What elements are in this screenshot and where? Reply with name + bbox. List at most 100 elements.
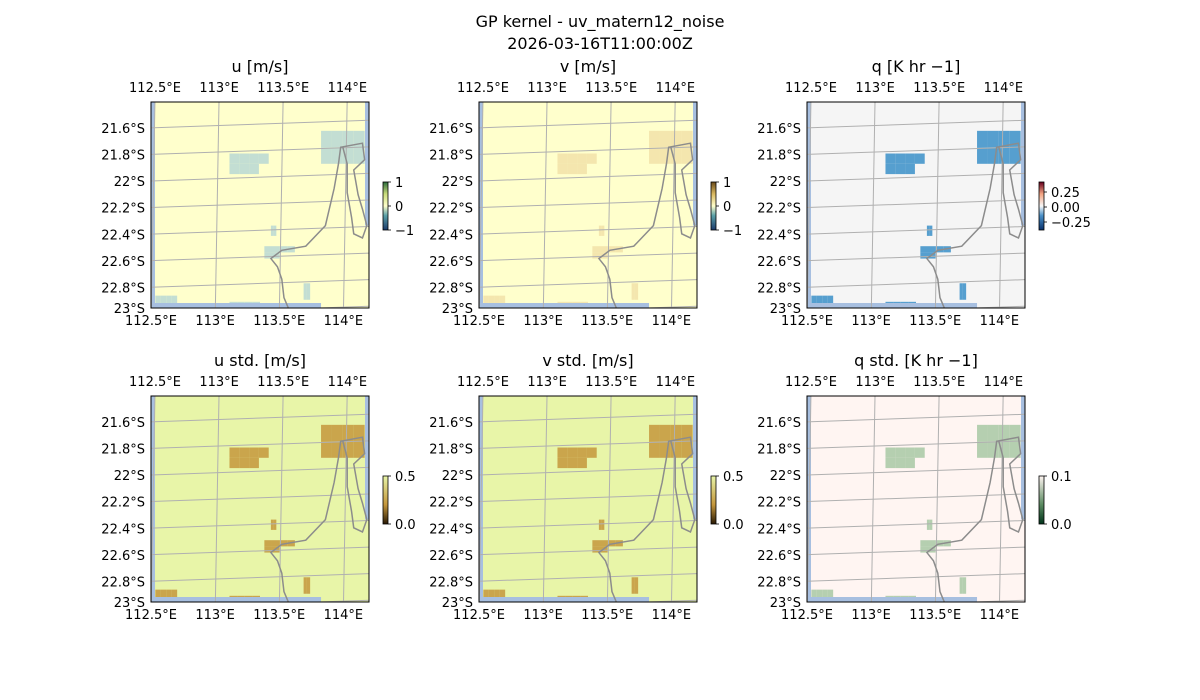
data-cell — [998, 130, 1010, 148]
data-cell — [929, 225, 933, 236]
y-tick-label: 21.8°S — [101, 149, 145, 164]
data-cell — [681, 441, 693, 458]
x-tick-label-bottom: 114°E — [652, 314, 692, 329]
data-cell — [659, 441, 671, 458]
gridline-lat — [151, 440, 369, 449]
x-tick-label-top: 113°E — [855, 375, 895, 390]
data-cell — [920, 246, 928, 253]
data-cell — [353, 424, 365, 442]
data-cell — [567, 457, 578, 469]
gridline-lon — [542, 102, 548, 308]
data-cell — [264, 246, 272, 253]
data-cell — [929, 519, 933, 530]
gridline-lon — [278, 102, 284, 308]
gridline-lat — [479, 279, 697, 288]
x-tick-label-top: 114°E — [984, 375, 1024, 390]
map-frame — [150, 395, 370, 603]
data-cell — [483, 589, 489, 600]
x-tick-label-top: 114°E — [656, 375, 696, 390]
map-panel: q std. [K hr −1] 112.5°E 112.5°E 113°E 113°E… — [757, 351, 1071, 623]
x-tick-label-top: 114°E — [328, 375, 368, 390]
data-cell — [239, 153, 250, 164]
y-tick-label: 22.8°S — [101, 575, 145, 590]
colorbar — [1038, 181, 1045, 231]
data-cell — [229, 457, 240, 469]
coastline — [599, 437, 695, 602]
x-tick-label-top: 113°E — [527, 81, 567, 96]
coastline — [599, 143, 695, 308]
data-cell — [895, 153, 906, 164]
data-cell — [649, 441, 660, 458]
gridline-lat — [479, 252, 697, 262]
data-cell — [920, 546, 928, 553]
colorbar-tick-label: 0 — [723, 200, 731, 215]
gridline-lat — [151, 226, 369, 235]
x-tick-label-bottom: 113°E — [851, 608, 891, 623]
gridline-lon — [479, 396, 484, 602]
y-tick-label: 22.4°S — [757, 522, 801, 537]
gridline-lat — [479, 119, 697, 129]
data-cell — [987, 147, 999, 164]
ocean-strip — [1021, 396, 1025, 520]
data-cell — [557, 447, 568, 458]
gridline-lat — [303, 599, 369, 602]
data-cell — [239, 457, 250, 469]
x-tick-label-bottom: 114°E — [324, 608, 364, 623]
gridline-lat — [807, 279, 1025, 288]
ocean-strip — [693, 102, 697, 226]
data-cell — [926, 225, 930, 236]
data-cell — [659, 424, 671, 442]
x-tick-label-top: 112.5°E — [129, 375, 181, 390]
y-tick-label: 21.8°S — [757, 443, 801, 458]
x-tick-label-bottom: 112.5°E — [125, 314, 177, 329]
gridline-lat — [807, 440, 1025, 449]
x-tick-label-top: 112.5°E — [785, 375, 837, 390]
panel-title: q std. [K hr −1] — [854, 351, 978, 370]
x-tick-label-bottom: 112.5°E — [781, 314, 833, 329]
colorbar-tick-label: 0.1 — [1051, 470, 1072, 485]
gridline-lat — [151, 146, 369, 155]
x-tick-label-top: 114°E — [656, 81, 696, 96]
gridline-lat — [807, 146, 1025, 155]
gridline-lat — [151, 573, 369, 582]
y-tick-label: 21.6°S — [757, 122, 801, 137]
x-tick-label-top: 113°E — [199, 81, 239, 96]
data-cell — [270, 225, 274, 236]
gridline-lat — [807, 493, 1025, 503]
data-cell — [342, 130, 354, 148]
ocean-strip — [479, 597, 650, 602]
data-cell — [160, 295, 167, 306]
data-cell — [987, 424, 999, 442]
data-cell — [905, 153, 915, 164]
panel-title: v [m/s] — [560, 57, 616, 76]
data-cell — [885, 163, 896, 175]
y-tick-label: 22.2°S — [101, 202, 145, 217]
data-cell — [827, 589, 834, 600]
data-cell — [258, 447, 269, 458]
colorbar — [382, 181, 389, 231]
gridline-lat — [479, 520, 697, 529]
ocean-strip — [479, 303, 650, 308]
y-tick-label: 22°S — [114, 469, 145, 484]
data-cell — [239, 163, 250, 175]
data-cell — [1009, 130, 1021, 148]
data-cell — [488, 589, 495, 600]
gridline-lat — [807, 466, 1025, 476]
ocean-strip — [365, 396, 369, 520]
colorbar-tick-label: 0.25 — [1051, 186, 1080, 201]
x-tick-label-bottom: 112.5°E — [453, 608, 505, 623]
gridline-lat — [807, 413, 1025, 423]
data-cell — [998, 147, 1010, 164]
y-tick-label: 22.8°S — [429, 575, 473, 590]
data-cell — [599, 540, 608, 547]
x-tick-label-bottom: 114°E — [324, 314, 364, 329]
data-cell — [567, 153, 578, 164]
gridline-lon — [807, 396, 812, 602]
gridline-lon — [870, 396, 876, 602]
map-panel: q [K hr −1] 112.5°E 112.5°E 113°E 113°E 113.5… — [757, 57, 1091, 329]
gridline-lat — [303, 305, 369, 308]
data-cell — [659, 147, 671, 164]
coastline — [271, 437, 367, 602]
gridline-lon — [542, 396, 548, 602]
